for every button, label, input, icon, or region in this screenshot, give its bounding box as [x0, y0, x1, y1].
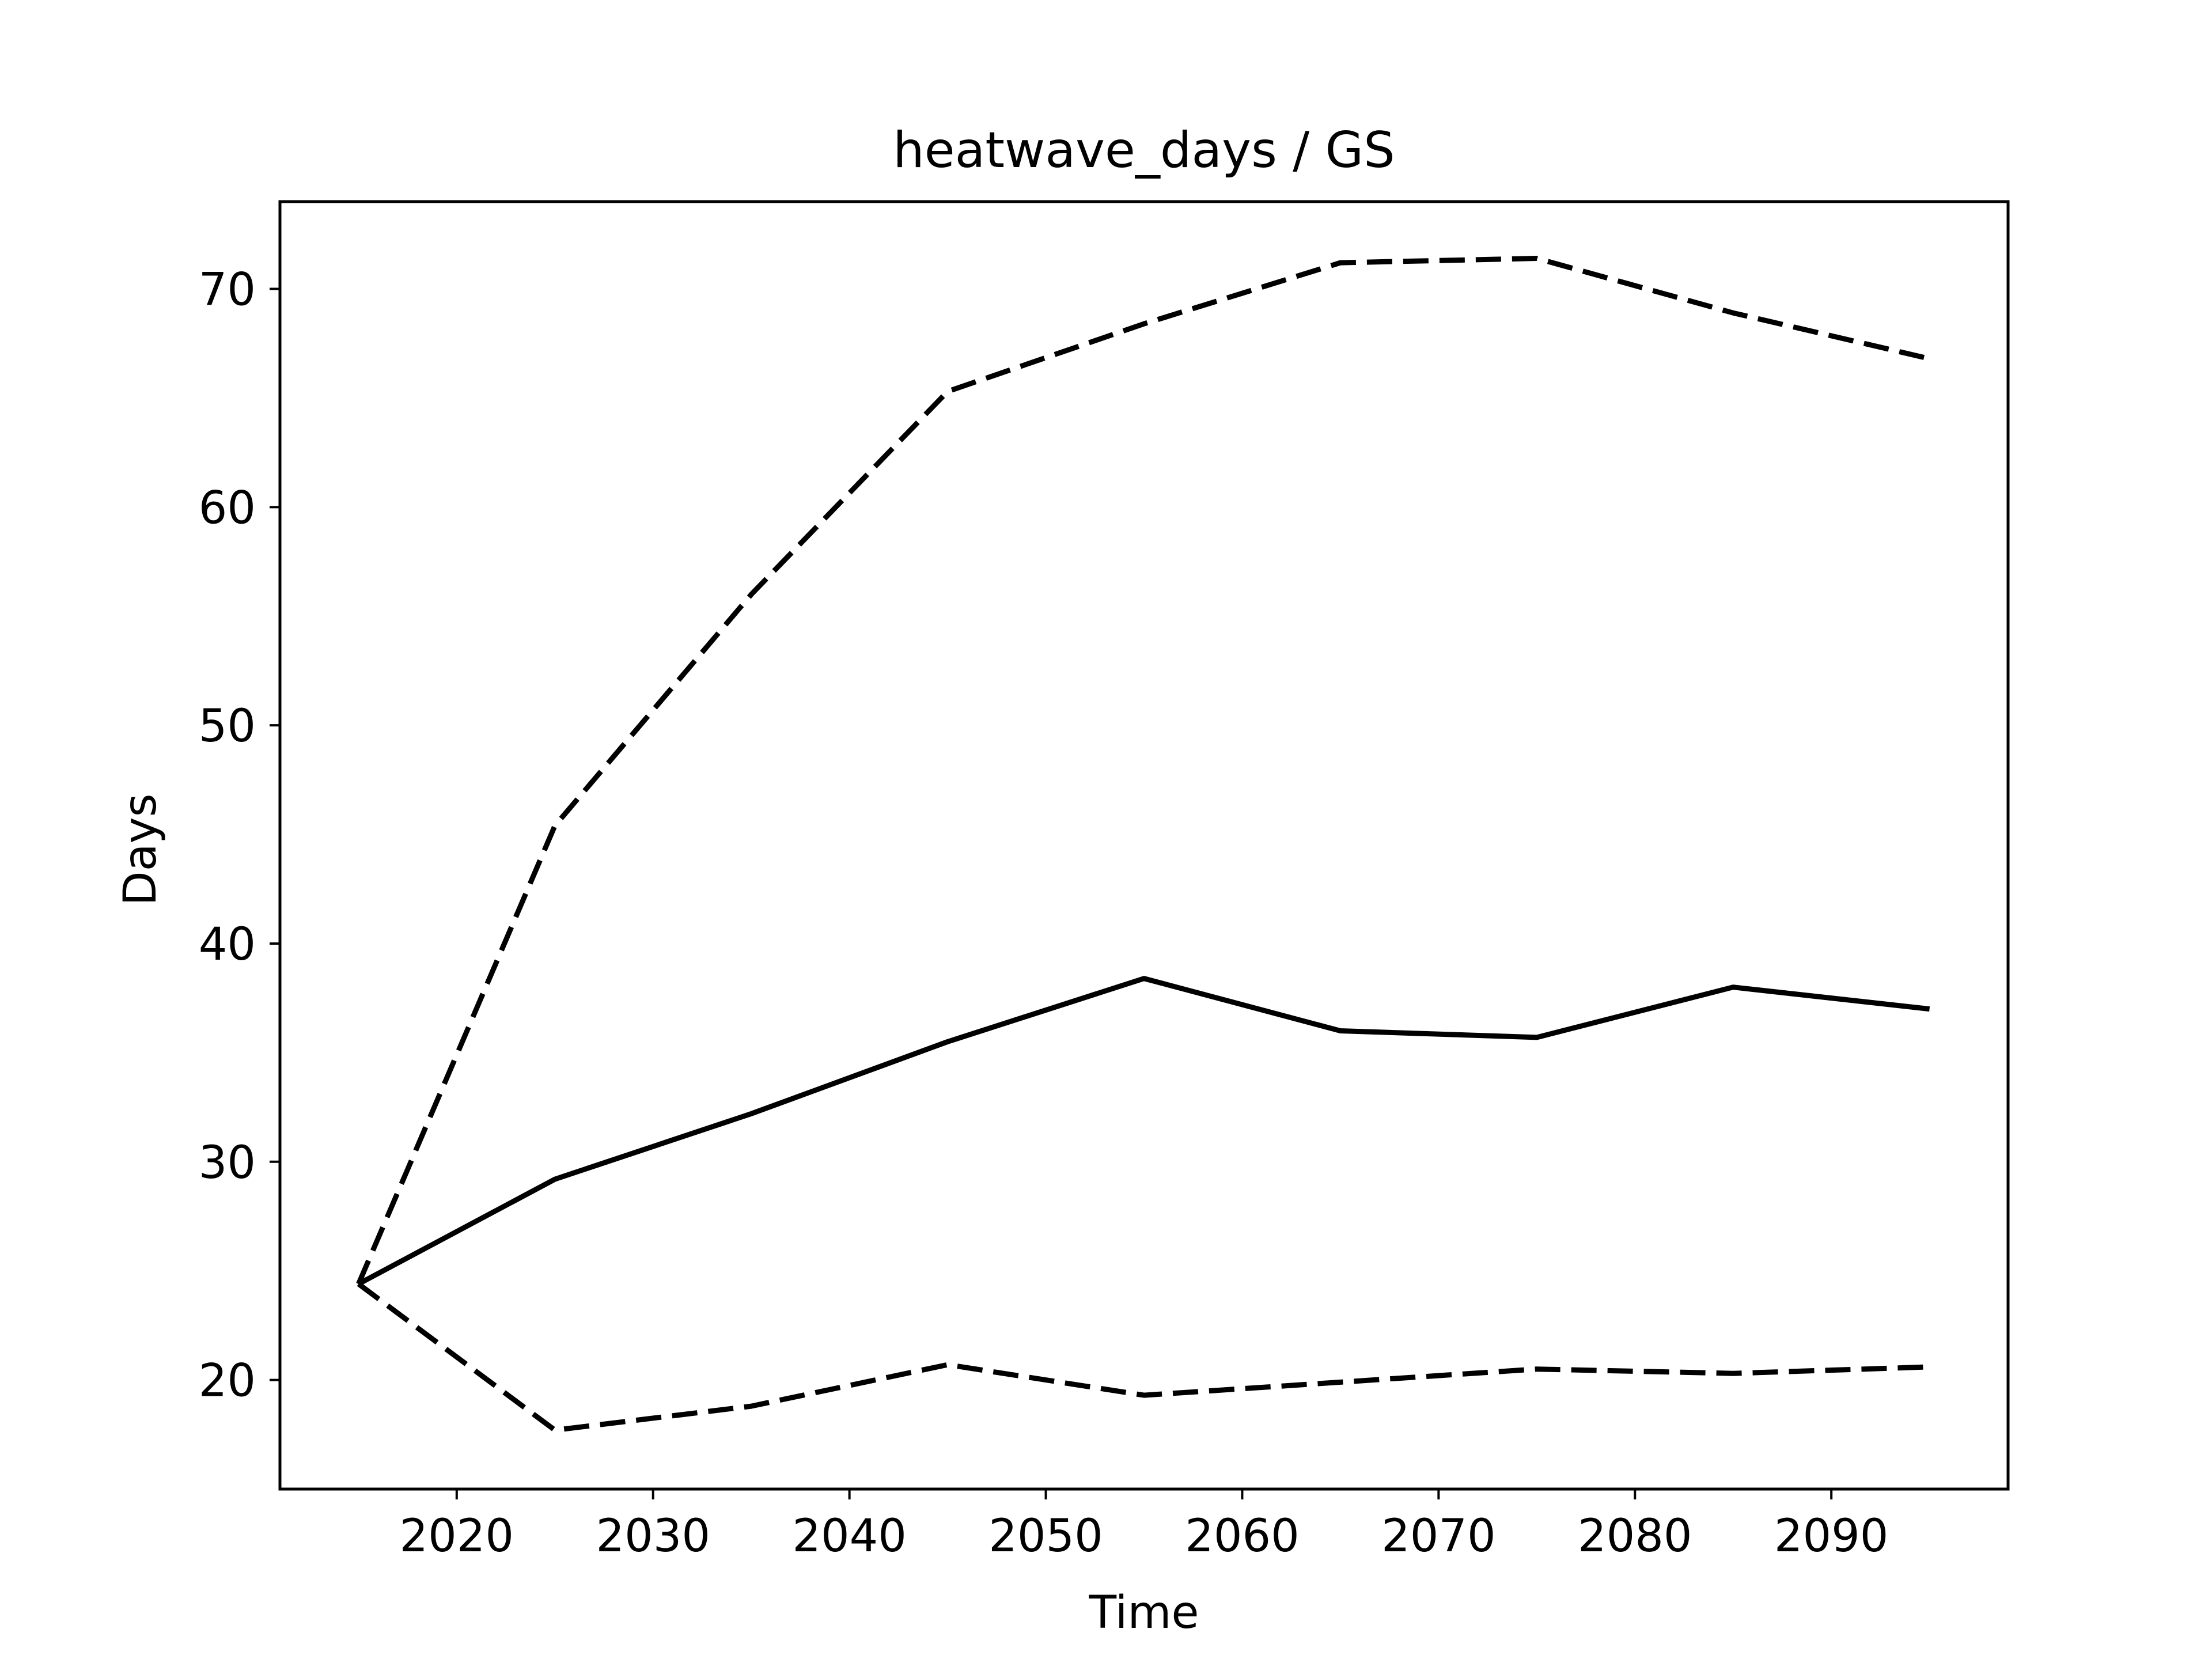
x-tick-label-2050: 2050: [988, 1510, 1103, 1562]
series-line-2-dashed: [356, 256, 1930, 1285]
y-tick-label-50: 50: [199, 700, 256, 752]
x-axis-label: Time: [1089, 1587, 1199, 1639]
y-axis-ticks: 20 30 40 50 60 70: [199, 264, 280, 1407]
x-tick-label-2030: 2030: [596, 1510, 710, 1562]
x-tick-label-2040: 2040: [792, 1510, 907, 1562]
x-tick-label-2070: 2070: [1381, 1510, 1496, 1562]
x-tick-label-2020: 2020: [400, 1510, 514, 1562]
plot-area-frame: [278, 200, 2010, 1491]
y-tick-label-20: 20: [199, 1355, 256, 1407]
y-tick-label-60: 60: [199, 482, 256, 534]
x-tick-label-2090: 2090: [1774, 1510, 1889, 1562]
x-tick-label-2080: 2080: [1578, 1510, 1692, 1562]
y-tick-label-70: 70: [199, 264, 256, 316]
plot-lines: [356, 256, 1930, 1433]
x-axis-ticks: 2020 2030 2040 2050 2060 2070 2080 2090: [400, 1489, 1889, 1562]
y-tick-label-30: 30: [199, 1137, 256, 1189]
y-tick-label-40: 40: [199, 919, 256, 971]
chart-title: heatwave_days / GS: [893, 122, 1395, 179]
x-tick-label-2060: 2060: [1185, 1510, 1300, 1562]
series-line-1-solid: [357, 976, 1930, 1286]
y-axis-label: Days: [115, 794, 166, 906]
series-line-3-dashed: [357, 1282, 1930, 1433]
